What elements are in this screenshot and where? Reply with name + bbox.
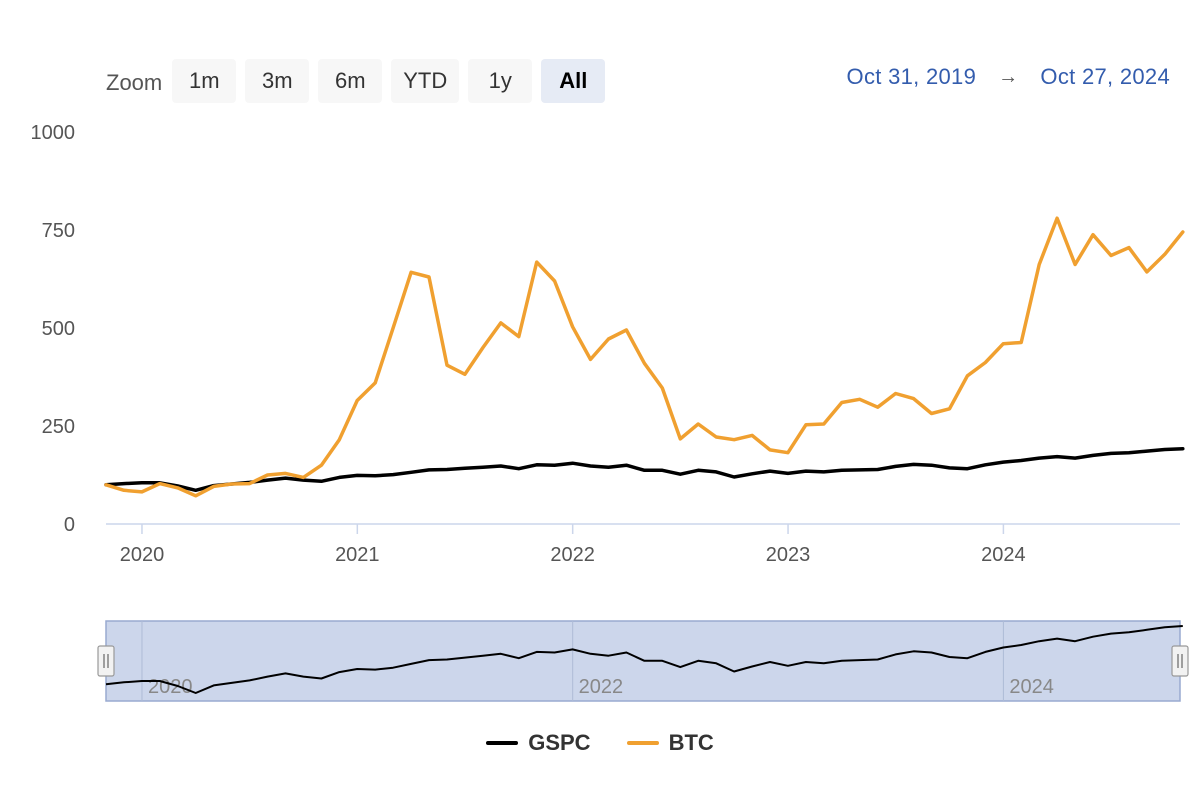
series-line-btc[interactable]	[104, 216, 1185, 498]
y-tick-label: 500	[42, 318, 75, 340]
x-tick-label: 2021	[335, 544, 380, 566]
zoom-ytd-button[interactable]: YTD	[391, 59, 460, 103]
navigator-right-handle[interactable]	[1171, 645, 1189, 677]
y-tick-label: 1000	[31, 122, 76, 144]
navigator-series-line	[105, 625, 1183, 694]
legend: GSPC BTC	[0, 730, 1200, 756]
navigator-left-handle[interactable]	[97, 645, 115, 677]
legend-line-btc-icon	[626, 741, 659, 745]
navigator-tick-label: 2022	[579, 676, 624, 698]
y-tick-label: 0	[64, 514, 75, 536]
x-tick-label: 2020	[120, 544, 165, 566]
date-range-selector: Oct 31, 2019 → Oct 27, 2024	[847, 64, 1170, 90]
zoom-all-button[interactable]: All	[541, 59, 606, 103]
zoom-1y-button[interactable]: 1y	[468, 59, 533, 103]
legend-label-gspc: GSPC	[528, 730, 591, 755]
legend-item-btc[interactable]: BTC	[626, 730, 714, 756]
x-tick-label: 2024	[981, 544, 1026, 566]
y-tick-label: 250	[42, 416, 75, 438]
navigator[interactable]: 2020 2022 2024	[97, 620, 1189, 702]
x-tick-label: 2023	[766, 544, 811, 566]
zoom-6m-button[interactable]: 6m	[318, 59, 383, 103]
series-line-gspc[interactable]	[104, 446, 1185, 493]
zoom-3m-button[interactable]: 3m	[245, 59, 310, 103]
y-tick-label: 750	[42, 220, 75, 242]
x-tick-label: 2022	[550, 544, 595, 566]
navigator-right-handle-box[interactable]	[1171, 645, 1189, 677]
range-from-input[interactable]: Oct 31, 2019	[846, 64, 977, 89]
zoom-toolbar: Zoom 1m 3m 6m YTD 1y All	[106, 58, 614, 104]
navigator-left-handle-box[interactable]	[97, 645, 115, 677]
x-axis: 2020 2021 2022 2023 2024	[106, 523, 1180, 566]
range-arrow-icon: →	[998, 65, 1019, 88]
legend-item-gspc[interactable]: GSPC	[486, 730, 591, 756]
range-to-input[interactable]: Oct 27, 2024	[1040, 64, 1170, 89]
navigator-tick-label: 2024	[1009, 676, 1053, 698]
navigator-tick-label: 2020	[148, 676, 193, 698]
series-layer	[104, 216, 1185, 498]
y-axis: 0 250 500 750 1000	[31, 122, 76, 536]
legend-label-btc: BTC	[668, 730, 714, 755]
zoom-1m-button[interactable]: 1m	[172, 59, 237, 103]
zoom-label: Zoom	[106, 70, 163, 95]
legend-line-gspc-icon	[486, 741, 519, 745]
